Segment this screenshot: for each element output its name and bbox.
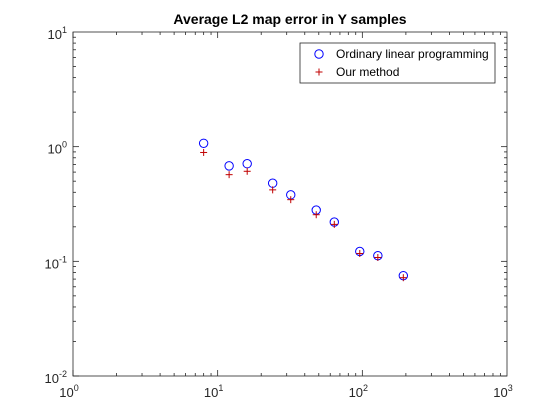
y-tick-label-base: 10 — [45, 371, 59, 386]
legend-marker-ordinary-lp — [314, 49, 324, 59]
our-method-point — [399, 274, 407, 282]
y-tick-label: 100 — [48, 140, 67, 157]
x-tick-label-base: 10 — [493, 385, 507, 400]
our-method-point — [356, 250, 364, 258]
legend-label-ordinary-lp: Ordinary linear programming — [336, 47, 489, 61]
y-tick-label-exp: 1 — [62, 25, 67, 35]
x-tick-label: 100 — [59, 383, 78, 400]
our-method-point — [312, 211, 320, 219]
x-tick-label-exp: 1 — [218, 383, 223, 393]
y-tick-label-base: 10 — [45, 256, 59, 271]
our-method-point — [269, 186, 277, 194]
our-method-point — [243, 167, 251, 175]
x-tick-label-exp: 3 — [508, 383, 513, 393]
x-tick-label: 103 — [493, 383, 512, 400]
y-tick-label-exp: 0 — [62, 140, 67, 150]
x-tick-label-base: 10 — [204, 385, 218, 400]
legend: Ordinary linear programming Our method — [299, 42, 496, 84]
y-tick-label-exp: -1 — [59, 254, 67, 264]
our-method-point — [200, 148, 208, 156]
legend-box — [299, 42, 496, 84]
y-tick-label: 10-1 — [45, 254, 67, 271]
y-tick-label-base: 10 — [48, 142, 62, 157]
ordinary-lp-point — [198, 138, 209, 148]
y-tick-label: 101 — [48, 25, 67, 42]
chart-title: Average L2 map error in Y samples — [173, 11, 406, 27]
axis-ticks — [72, 32, 507, 377]
y-tick-label-base: 10 — [48, 27, 62, 42]
y-tick-label-exp: -2 — [59, 369, 67, 379]
y-tick-label: 10-2 — [45, 369, 67, 386]
our-method-point — [330, 220, 338, 228]
x-tick-label: 101 — [204, 383, 223, 400]
x-tick-label-base: 10 — [349, 385, 363, 400]
plot-area — [72, 31, 508, 377]
x-tick-label-exp: 2 — [363, 383, 368, 393]
ordinary-lp-point — [224, 161, 234, 171]
our-method-point — [225, 171, 233, 179]
x-tick-label-base: 10 — [59, 385, 73, 400]
our-method-point — [374, 254, 382, 262]
x-tick-label: 102 — [349, 383, 368, 400]
data-points — [198, 138, 409, 282]
legend-label-our-method: Our method — [336, 65, 399, 79]
our-method-point — [287, 196, 295, 204]
legend-marker-our-method — [315, 68, 323, 76]
x-tick-label-exp: 0 — [74, 383, 79, 393]
series-our-method — [200, 148, 407, 282]
